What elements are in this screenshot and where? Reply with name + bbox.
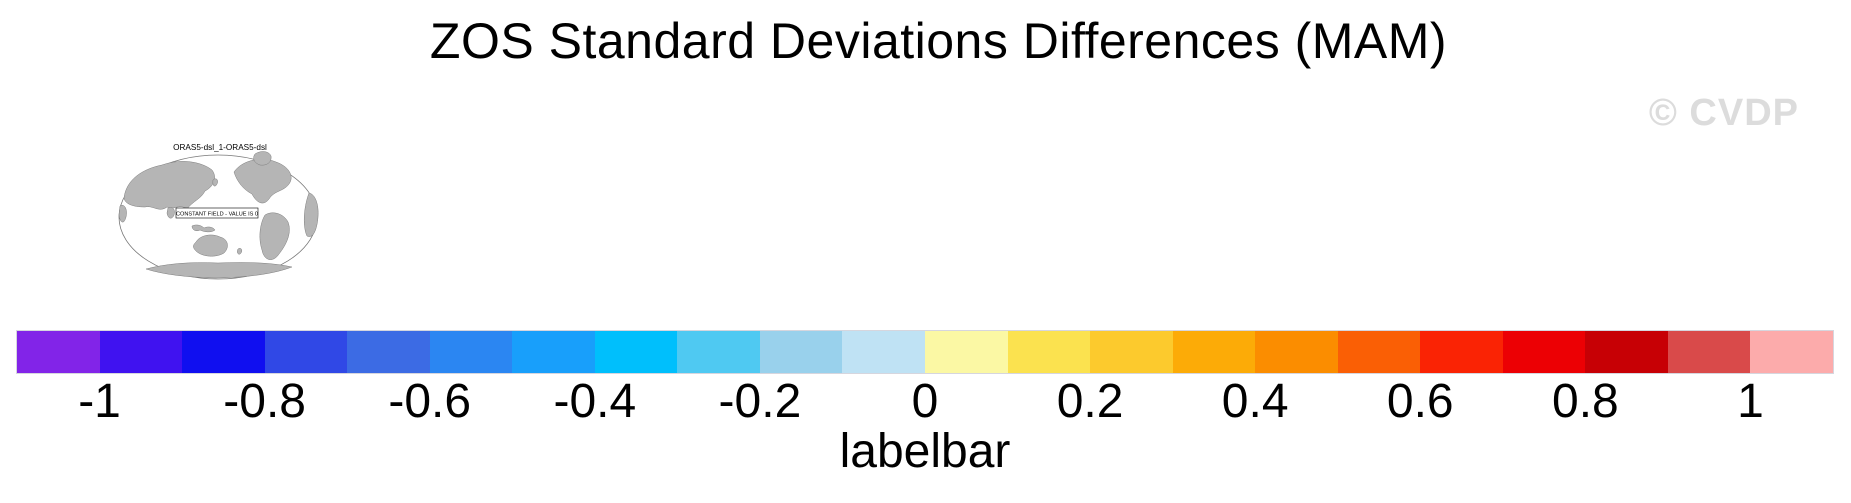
page-title: ZOS Standard Deviations Differences (MAM… [429, 13, 1448, 69]
labelbar-tick: 0.2 [1056, 375, 1124, 428]
labelbar-segment [347, 331, 430, 373]
labelbar-segment [842, 331, 926, 373]
labelbar-segment [1585, 331, 1668, 373]
continent-africa [304, 192, 319, 237]
labelbar-tick: -0.6 [388, 375, 472, 428]
constant-field-box [175, 207, 259, 219]
continent-africa-west-sliver [118, 205, 127, 223]
islands-japan [212, 178, 218, 187]
labelbar-tick: 1 [1737, 375, 1764, 428]
labelbar-segment [182, 331, 265, 373]
cvdp-watermark: © CVDP [1648, 92, 1799, 134]
labelbar-tick: 0.6 [1386, 375, 1454, 428]
continent-india [166, 207, 175, 219]
labelbar-segment [925, 331, 1008, 373]
labelbar-segment [1502, 331, 1586, 373]
labelbar-segment [1667, 331, 1751, 373]
labelbar-segment [429, 331, 513, 373]
labelbar-segment [1337, 331, 1421, 373]
labelbar-segment [512, 331, 595, 373]
labelbar-segment [1090, 331, 1173, 373]
continent-north-america [233, 159, 292, 204]
islands-new-zealand [237, 248, 243, 255]
labelbar-tick: 0.4 [1221, 375, 1289, 428]
labelbar-segment [759, 331, 843, 373]
labelbar-segment [1420, 331, 1503, 373]
labelbar-segment [677, 331, 760, 373]
mini-map: ORAS5-dsl_1-ORAS5-dsl CONSTANT FIELD - V… [116, 136, 326, 286]
islands-indonesia [191, 224, 216, 233]
island-greenland [253, 151, 272, 166]
labelbar-segment [99, 331, 183, 373]
labelbar-tick: -0.4 [553, 375, 637, 428]
labelbar-segment [594, 331, 678, 373]
labelbar-ticks: -1 -0.8 -0.6 -0.4 -0.2 0 0.2 0.4 0.6 0.8 1 [17, 378, 1833, 428]
continent-australia [193, 234, 228, 257]
constant-field-label: CONSTANT FIELD - VALUE IS 0 [176, 211, 258, 217]
labelbar-tick: -1 [78, 375, 121, 428]
labelbar-segment [1255, 331, 1338, 373]
labelbar-segment [1750, 331, 1834, 373]
labelbar-segments [16, 330, 1834, 374]
continent-eurasia [123, 161, 215, 210]
labelbar-tick: 0 [911, 375, 939, 428]
labelbar-tick: -0.2 [718, 375, 802, 428]
continent-antarctica [145, 262, 293, 279]
continent-south-america [259, 212, 290, 260]
mini-map-title: ORAS5-dsl_1-ORAS5-dsl [173, 143, 267, 152]
labelbar-segment [1172, 331, 1256, 373]
labelbar-segment [1007, 331, 1091, 373]
labelbar-tick: 0.8 [1551, 375, 1619, 428]
labelbar-caption: labelbar [839, 425, 1011, 478]
labelbar-tick: -0.8 [223, 375, 306, 428]
labelbar-segment [17, 331, 100, 373]
world-map-svg: ORAS5-dsl_1-ORAS5-dsl CONSTANT FIELD - V… [118, 143, 319, 280]
labelbar-segment [264, 331, 348, 373]
